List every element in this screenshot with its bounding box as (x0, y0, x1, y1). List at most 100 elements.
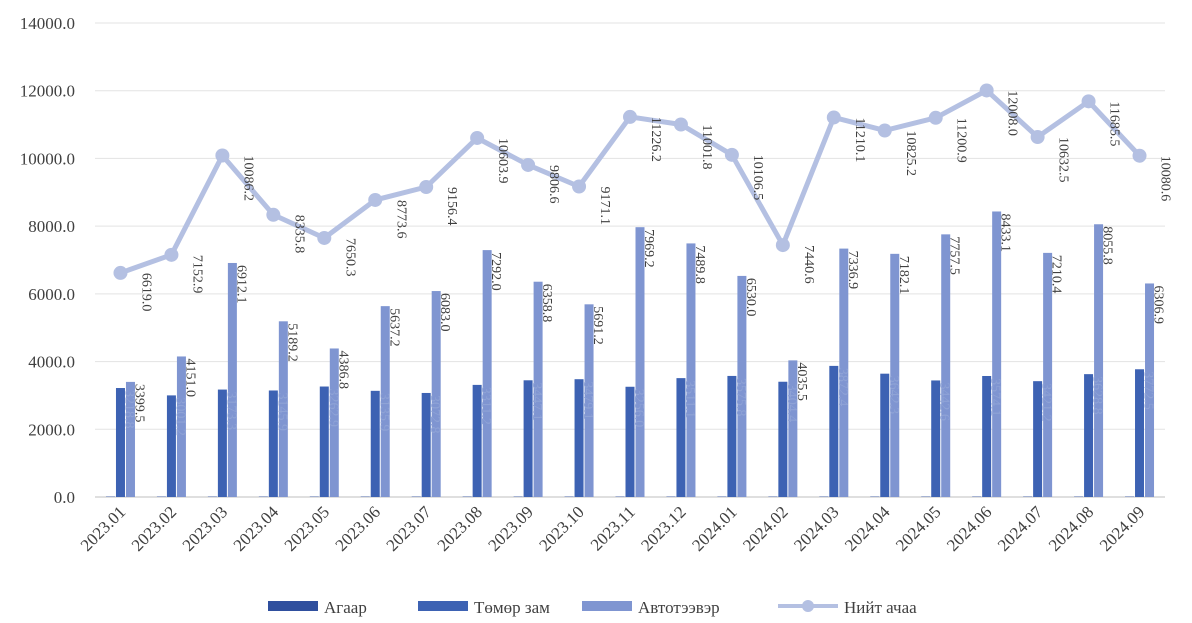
bar-road (533, 281, 543, 497)
bar-rail (421, 392, 431, 497)
total-data-label: 9171.1 (597, 186, 612, 225)
bar-road (1094, 224, 1104, 497)
rail-data-label: 3072.8 (427, 395, 442, 434)
total-data-label: 8335.8 (291, 215, 306, 254)
total-line (113, 83, 1147, 280)
total-line-point (673, 117, 688, 132)
total-line-point (724, 147, 739, 162)
bar-rail (115, 388, 125, 497)
total-data-label: 8773.6 (393, 200, 408, 239)
road-data-label: 5691.2 (590, 306, 605, 345)
x-tick-label: 2024.07 (994, 502, 1047, 555)
x-tick-label: 2024.08 (1045, 502, 1098, 555)
total-data-label: 11001.8 (699, 125, 714, 170)
x-tick-label: 2023.08 (433, 502, 486, 555)
legend-swatch (418, 601, 468, 611)
y-tick-label: 12000.0 (20, 82, 75, 101)
bar-rail (1084, 374, 1094, 497)
total-line-point (979, 83, 994, 98)
road-data-label: 8433.1 (998, 213, 1013, 252)
total-data-label: 10080.6 (1158, 156, 1173, 202)
total-line-point (368, 192, 383, 207)
bar-rail (1033, 381, 1043, 497)
bar-road (329, 348, 339, 497)
total-data-label: 7440.6 (801, 245, 816, 284)
bar-road (1043, 252, 1053, 497)
bar-road (839, 248, 849, 497)
total-line-point (1132, 148, 1147, 163)
total-line-point (215, 148, 230, 163)
rail-data-label: 3574.1 (988, 378, 1003, 417)
legend-swatch (582, 601, 632, 611)
x-tick-label: 2023.07 (383, 502, 436, 555)
total-data-label: 7152.9 (189, 255, 204, 294)
total-line-point (521, 157, 536, 172)
rail-data-label: 3001.2 (172, 397, 187, 436)
road-data-label: 7210.4 (1049, 255, 1064, 294)
bar-rail (217, 389, 227, 497)
y-tick-label: 14000.0 (20, 14, 75, 33)
rail-data-label: 3575.8 (733, 378, 748, 417)
total-data-label: 10825.2 (903, 130, 918, 176)
total-line-point (928, 110, 943, 125)
x-tick-label: 2024.02 (739, 502, 792, 555)
road-data-label: 6083.0 (437, 293, 452, 332)
total-line-point (826, 110, 841, 125)
rail-data-label: 3772.5 (1141, 371, 1156, 410)
road-data-label: 6358.8 (539, 284, 554, 323)
bar-rail (727, 375, 737, 497)
bar-road (227, 262, 237, 497)
total-line-point (623, 109, 637, 124)
y-tick-label: 8000.0 (28, 217, 75, 236)
bar-rail (778, 381, 788, 497)
bar-road (482, 250, 492, 497)
road-data-label: 8055.8 (1100, 226, 1115, 265)
legend-marker (802, 600, 814, 612)
x-tick-label: 2023.02 (128, 502, 181, 555)
rail-data-label: 3262.9 (325, 389, 340, 428)
y-axis-ticks: 0.0 2000.0 4000.0 6000.0 8000.0 10000.0 12000.… (20, 14, 75, 507)
bars (105, 211, 1155, 498)
total-line-point (113, 265, 128, 280)
road-data-label: 7489.8 (692, 245, 707, 284)
legend-label: Автотээвэр (638, 598, 720, 617)
y-tick-label: 0.0 (54, 488, 75, 507)
bar-road (686, 243, 696, 497)
x-tick-label: 2023.09 (484, 502, 537, 555)
x-tick-label: 2023.06 (332, 502, 385, 555)
total-data-label: 6619.0 (138, 273, 153, 312)
total-line-point (419, 179, 434, 194)
x-tick-label: 2023.03 (179, 502, 232, 555)
rail-data-label: 3642.3 (886, 376, 901, 415)
x-tick-label: 2024.01 (688, 502, 741, 555)
rail-data-label: 3404.4 (784, 384, 799, 423)
total-data-label: 9806.6 (546, 165, 561, 204)
rail-data-label: 3421.2 (1039, 383, 1054, 422)
bar-road (737, 275, 747, 497)
rail-data-label: 3145.9 (274, 392, 289, 431)
legend: Агаар Төмөр зам Автотээвэр Нийт ачаа (268, 598, 917, 617)
total-line-point (572, 179, 587, 194)
bar-road (125, 381, 135, 497)
x-tick-label: 2024.05 (892, 502, 945, 555)
bar-rail (1135, 369, 1145, 497)
road-data-label: 5637.2 (386, 308, 401, 347)
total-line-point (317, 230, 332, 245)
road-data-label: 3399.5 (131, 384, 146, 423)
rail-data-label: 3628.8 (1090, 376, 1105, 415)
bar-road (941, 234, 951, 497)
x-tick-label: 2024.06 (943, 502, 996, 555)
legend-label: Төмөр зам (474, 598, 550, 617)
x-tick-label: 2023.11 (587, 502, 639, 554)
road-data-label: 7292.0 (488, 252, 503, 290)
rail-data-label: 3872.4 (835, 368, 850, 407)
data-labels: 3218.8 3001.2 3173.3 3145.9 3262.9 3135.9 3072… (121, 90, 1172, 435)
total-line-point (877, 123, 892, 138)
x-tick-label: 2024.09 (1096, 502, 1149, 555)
y-tick-label: 6000.0 (28, 285, 75, 304)
road-data-label: 7182.1 (896, 256, 911, 294)
bar-rail (319, 386, 329, 497)
rail-data-label: 3218.8 (121, 390, 136, 429)
